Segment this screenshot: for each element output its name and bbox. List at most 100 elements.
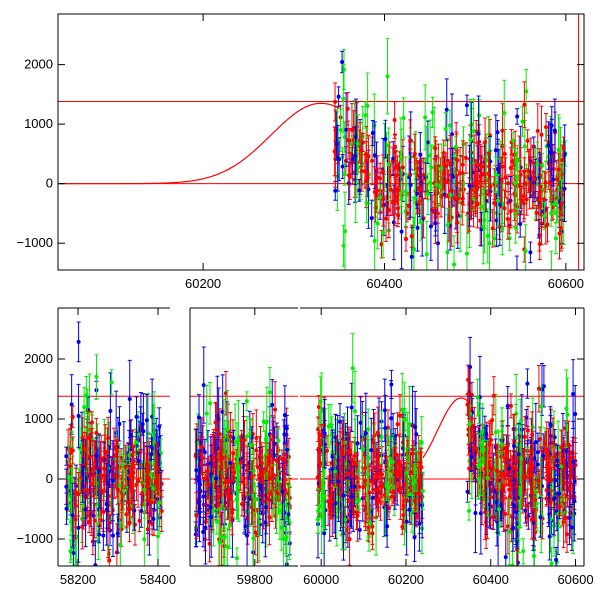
bottom-point-red [80,435,85,440]
bottom-point-green [136,432,141,437]
bottom-point-red [205,469,210,474]
top-point-red [481,171,486,176]
bottom-point-red [200,444,205,449]
bottom-point-green [77,478,82,483]
top-point-green [430,110,435,115]
bottom-point-red [249,474,254,479]
bottom-point-red [245,463,250,468]
top-point-green [342,172,347,177]
top-point-red [531,160,536,165]
bottom-point-red [130,488,135,493]
bottom-panel: 58200 58400 59800 60000 60200 60400 60600−1000… [16,307,594,587]
bottom-point-blue [196,415,201,420]
bottom-point-red [316,427,321,432]
bottom-point-blue [97,469,102,474]
bottom-point-red [89,420,94,425]
top-point-green [468,137,473,142]
top-point-blue [418,152,423,157]
top-point-blue [518,221,523,226]
bottom-point-red [151,508,156,513]
top-ytick-label: 0 [46,176,53,191]
top-point-red [441,151,446,156]
bottom-point-red [273,407,278,412]
top-point-red [347,173,352,178]
top-point-green [424,158,429,163]
top-point-red [435,211,440,216]
top-point-green [549,211,554,216]
bottom-point-blue [128,432,133,437]
bottom-point-green [222,535,227,540]
top-point-blue [336,94,341,99]
bottom-point-blue [136,458,141,463]
bottom-point-green [279,525,284,530]
bottom-point-green [217,540,222,545]
top-point-blue [408,183,413,188]
top-point-red [392,166,397,171]
bottom-point-blue [242,496,247,501]
bottom-point-blue [94,453,99,458]
bottom-point-red [268,454,273,459]
top-point-red [524,197,529,202]
top-point-green [386,162,391,167]
top-point-red [448,161,453,166]
top-point-red [370,158,375,163]
bottom-point-green [148,472,153,477]
bottom-point-red [263,466,268,471]
top-point-red [527,187,532,192]
bottom-point-red [274,458,279,463]
top-point-blue [493,148,498,153]
top-point-red [473,190,478,195]
bottom-point-red [91,466,96,471]
top-point-green [424,252,429,257]
top-ytick-label: 1000 [24,116,53,131]
top-ytick-label: −1000 [16,235,53,250]
top-point-red [542,197,547,202]
top-point-green [479,204,484,209]
bottom-point-red [85,488,90,493]
top-point-red [544,125,549,130]
bottom-point-red [238,460,243,465]
bottom-point-blue [141,429,146,434]
top-point-green [412,195,417,200]
bottom-point-blue [157,424,162,429]
bottom-point-red [127,520,132,525]
bottom-point-green [225,544,230,549]
bottom-point-green [284,534,289,539]
top-xtick-label: 60200 [185,276,221,291]
bottom-point-green [264,419,269,424]
top-model-curve [58,102,340,185]
bottom-point-blue [272,441,277,446]
top-point-red [417,186,422,191]
bottom-point-red [114,550,119,555]
bottom-point-green [74,534,79,539]
bottom-point-blue [228,460,233,465]
top-point-blue [369,216,374,221]
top-point-red [408,139,413,144]
bottom-point-red [82,488,87,493]
top-point-red [548,181,553,186]
top-point-green [513,225,518,230]
top-point-green [522,144,527,149]
top-point-blue [372,153,377,158]
top-point-red [479,164,484,169]
bottom-point-red [102,479,107,484]
bottom-point-blue [208,461,213,466]
top-point-green [419,219,424,224]
top-point-red [333,99,338,104]
bottom-point-blue [322,531,327,536]
bottom-point-blue [108,408,113,413]
bottom-point-red [159,508,164,513]
top-point-green [514,159,519,164]
top-point-green [375,221,380,226]
top-point-green [363,113,368,118]
top-point-green [553,236,558,241]
bottom-point-blue [101,533,106,538]
top-point-red [378,176,383,181]
bottom-point-green [276,438,281,443]
top-point-red [400,165,405,170]
top-point-blue [546,143,551,148]
bottom-xtick-label: 58200 [60,572,96,587]
top-point-green [381,230,386,235]
bottom-point-blue [280,489,285,494]
bottom-point-green [211,508,216,513]
